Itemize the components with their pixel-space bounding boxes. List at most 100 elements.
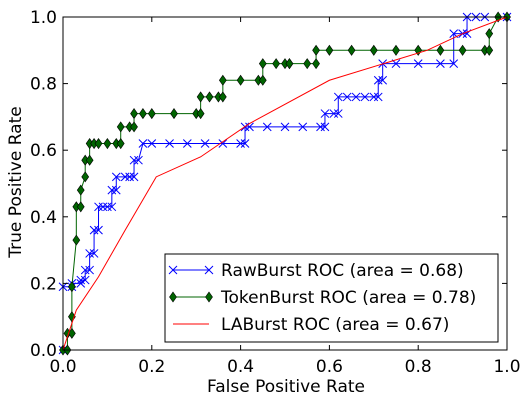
data-point	[333, 109, 343, 118]
data-point	[218, 139, 228, 148]
data-point	[325, 44, 334, 56]
data-point	[85, 265, 94, 275]
data-point	[139, 108, 147, 120]
data-point	[196, 108, 205, 120]
data-point	[236, 139, 245, 148]
data-point	[103, 202, 112, 212]
data-point	[107, 185, 117, 195]
data-point	[436, 44, 445, 56]
data-point	[272, 58, 280, 70]
data-point	[333, 92, 343, 102]
legend-label: RawBurst ROC (area = 0.68)	[221, 261, 464, 281]
axes-layer: 0.0 0.2 0.4 0.6 0.8 1.0 0.0 0.2 0.4 0.6 0.8 1.0	[30, 8, 521, 377]
data-point	[329, 109, 339, 118]
data-point	[76, 184, 85, 196]
data-point	[111, 172, 121, 182]
data-point	[147, 108, 156, 120]
data-point	[182, 139, 192, 148]
y-tick-label: 0.2	[30, 274, 57, 294]
data-point	[262, 122, 272, 132]
legend-entry-0: RawBurst ROC (area = 0.68)	[168, 261, 464, 281]
data-point	[103, 138, 112, 150]
data-point	[85, 154, 94, 166]
data-point	[89, 249, 99, 258]
data-point	[347, 44, 356, 56]
x-tick-label: 0.0	[49, 357, 76, 377]
y-tick-label: 0.0	[30, 341, 57, 361]
data-point	[258, 58, 267, 70]
data-point	[196, 91, 205, 103]
data-point	[165, 139, 174, 148]
data-point	[303, 58, 312, 70]
data-point	[258, 74, 267, 86]
legend-marker	[168, 265, 178, 275]
data-point	[130, 108, 138, 120]
data-point	[72, 234, 81, 246]
data-point	[360, 92, 370, 102]
y-tick-label: 0.4	[30, 208, 57, 228]
data-point	[320, 109, 330, 118]
data-point	[458, 44, 467, 56]
data-point	[129, 172, 139, 182]
data-point	[218, 91, 227, 103]
data-point	[130, 121, 138, 133]
data-point	[147, 139, 157, 148]
legend-box	[164, 253, 499, 343]
y-tick-label: 1.0	[30, 8, 57, 28]
plot-frame	[62, 16, 508, 351]
data-point	[76, 279, 86, 288]
data-point	[94, 225, 103, 235]
data-point	[116, 138, 125, 150]
data-point	[85, 249, 94, 258]
legend-marker	[169, 291, 177, 303]
data-point	[200, 139, 210, 148]
data-point	[89, 225, 99, 235]
legend-label: TokenBurst ROC (area = 0.78)	[220, 288, 476, 308]
y-axis-label: True Positive Rate	[6, 106, 26, 258]
data-point	[170, 108, 178, 120]
data-point	[312, 58, 320, 70]
x-tick-label: 0.6	[316, 357, 343, 377]
data-point	[134, 155, 143, 165]
data-point	[76, 275, 86, 285]
data-point	[392, 44, 400, 56]
series-layer	[58, 11, 512, 356]
data-point	[342, 92, 352, 102]
data-point	[413, 59, 423, 68]
data-point	[485, 28, 494, 40]
data-point	[369, 92, 379, 102]
data-point	[80, 265, 90, 275]
y-tick-label: 0.6	[30, 141, 57, 161]
data-point	[436, 59, 445, 68]
data-point	[205, 91, 214, 103]
series-1	[59, 11, 511, 356]
x-tick-label: 0.2	[138, 357, 165, 377]
legend-entry-1: TokenBurst ROC (area = 0.78)	[169, 288, 476, 308]
data-point	[240, 139, 250, 148]
legend: RawBurst ROC (area = 0.68) TokenBurst ROC…	[164, 253, 499, 343]
data-point	[138, 139, 148, 148]
data-point	[449, 59, 459, 68]
legend-marker	[204, 265, 214, 275]
legend-entry-2: LABurst ROC (area = 0.67)	[173, 315, 449, 335]
data-point	[107, 202, 117, 212]
data-point	[369, 44, 378, 56]
data-point	[76, 201, 85, 213]
data-point	[68, 281, 76, 293]
data-point	[485, 44, 494, 56]
data-point	[125, 172, 134, 182]
x-tick-label: 0.4	[227, 357, 254, 377]
data-point	[320, 122, 330, 132]
data-point	[120, 172, 130, 182]
data-point	[80, 275, 90, 285]
series-2	[62, 16, 508, 351]
x-axis-label: False Positive Rate	[207, 377, 365, 397]
data-point	[129, 155, 139, 165]
data-point	[312, 44, 320, 56]
x-tick-label: 0.8	[405, 357, 432, 377]
data-point	[316, 122, 325, 132]
data-point	[373, 75, 383, 85]
data-point	[280, 122, 290, 132]
data-point	[245, 122, 254, 132]
